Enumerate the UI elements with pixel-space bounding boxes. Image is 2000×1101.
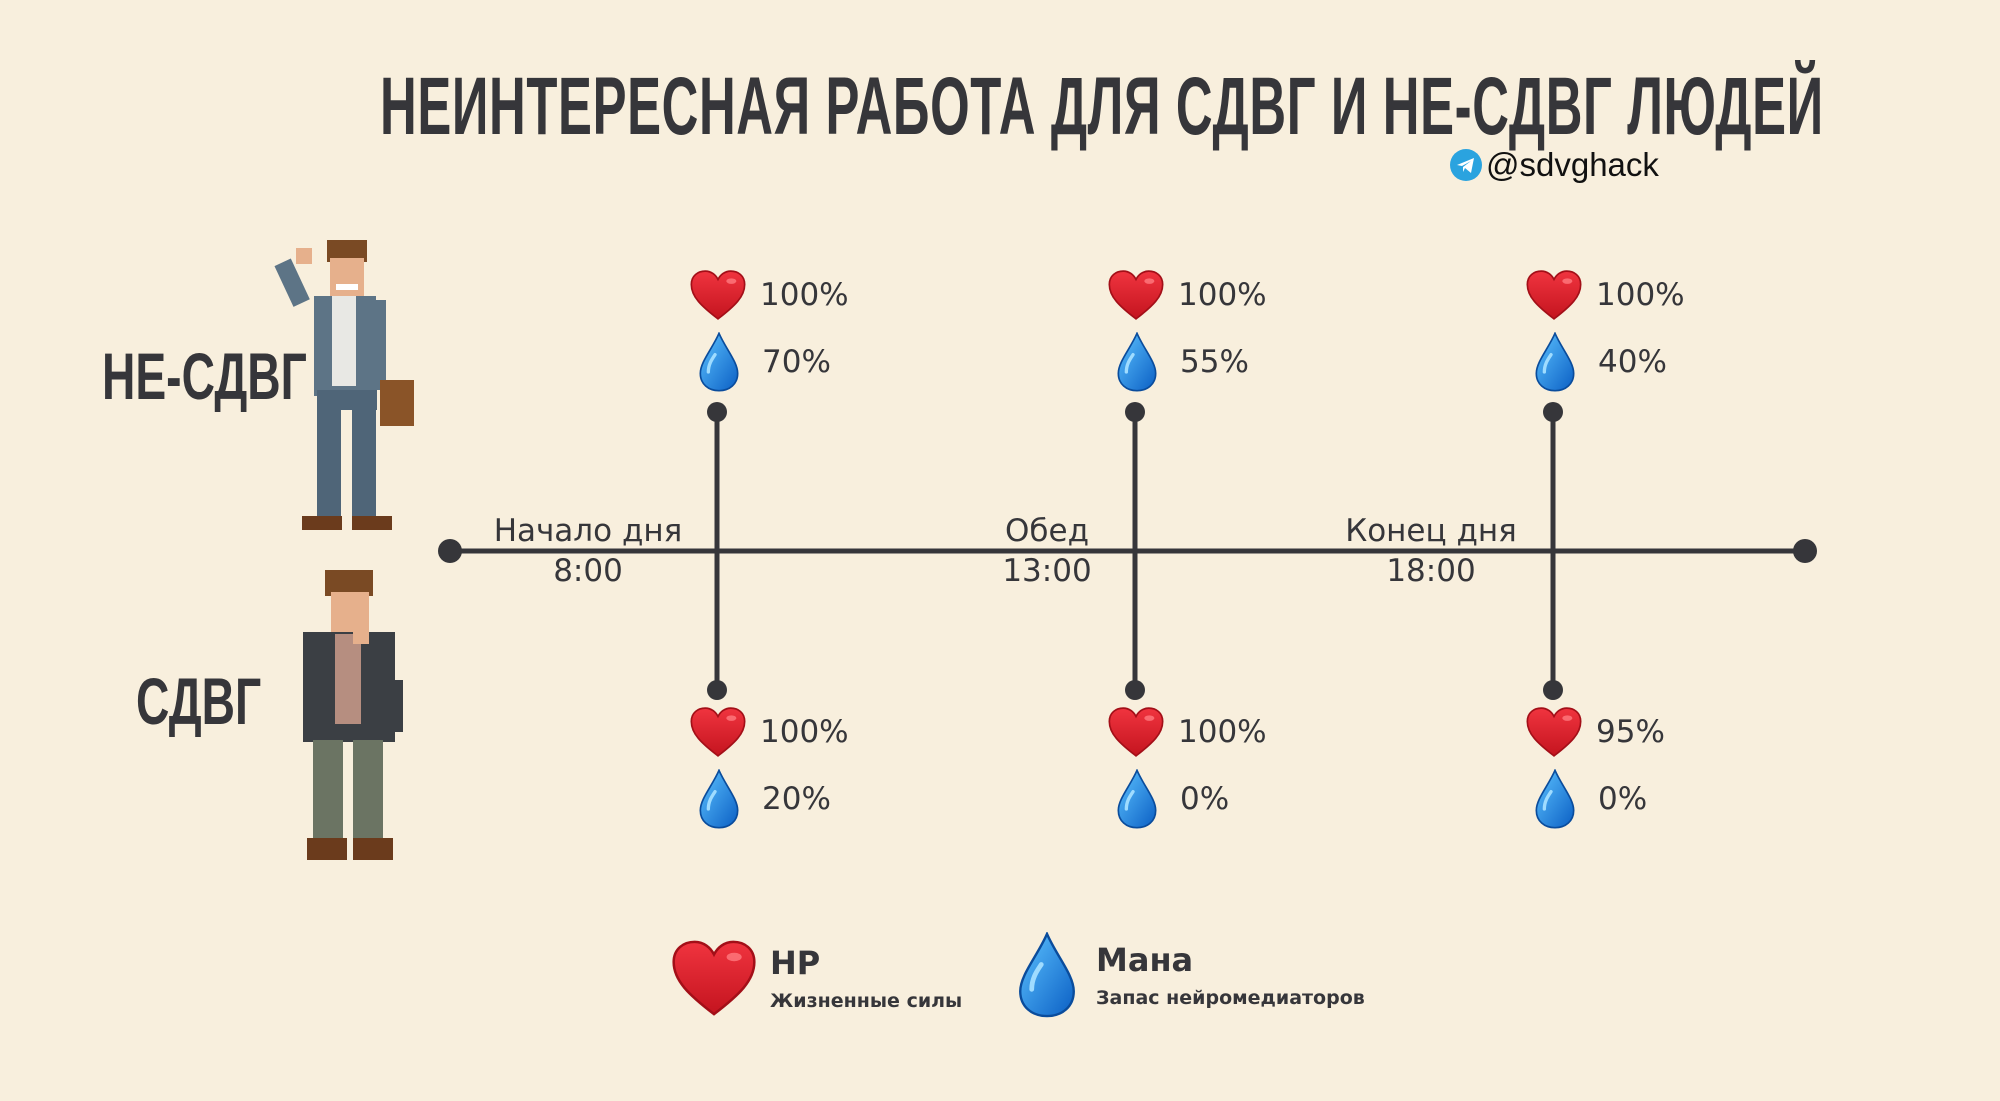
non-adhd-stats-2: 100% 55% <box>1108 270 1267 392</box>
heart-icon <box>672 940 756 1016</box>
timeline-start-dot <box>438 539 462 563</box>
legend-mana: Мана Запас нейромедиаторов <box>1016 932 1365 1018</box>
non-adhd-stats-3: 100% 40% <box>1526 270 1685 392</box>
drop-icon <box>1016 932 1078 1018</box>
heart-icon <box>1108 270 1164 320</box>
marker-1 <box>707 402 727 700</box>
heart-icon <box>690 707 746 757</box>
adhd-stats-1: 100% 20% <box>690 707 849 829</box>
heart-icon <box>1526 707 1582 757</box>
timeline-label-2: Обед 13:00 <box>1002 513 1092 589</box>
page-title: НЕИНТЕРЕСНАЯ РАБОТА ДЛЯ СДВГ И НЕ-СДВГ Л… <box>380 61 1824 152</box>
drop-icon <box>698 769 740 829</box>
heart-icon <box>1526 270 1582 320</box>
heart-icon <box>690 270 746 320</box>
drop-icon <box>1534 769 1576 829</box>
timeline-label-3: Конец дня 18:00 <box>1345 513 1517 589</box>
heart-icon <box>1108 707 1164 757</box>
legend-hp: HP Жизненные силы <box>672 940 962 1016</box>
non-adhd-stats-1: 100% 70% <box>690 270 849 392</box>
handle-text: @sdvghack <box>1486 146 1659 183</box>
timeline-label-1: Начало дня 8:00 <box>493 513 683 589</box>
adhd-stats-2: 100% 0% <box>1108 707 1267 829</box>
drop-icon <box>698 332 740 392</box>
label-non-adhd: НЕ-СДВГ <box>102 339 307 413</box>
non-adhd-character <box>274 240 414 530</box>
marker-3 <box>1543 402 1563 700</box>
telegram-handle[interactable]: @sdvghack <box>1450 146 1659 184</box>
drop-icon <box>1116 332 1158 392</box>
drop-icon <box>1534 332 1576 392</box>
adhd-character <box>303 570 403 860</box>
drop-icon <box>1116 769 1158 829</box>
telegram-icon <box>1450 149 1482 181</box>
marker-2 <box>1125 402 1145 700</box>
label-adhd: СДВГ <box>136 664 262 738</box>
timeline-end-dot <box>1793 539 1817 563</box>
adhd-stats-3: 95% 0% <box>1526 707 1665 829</box>
